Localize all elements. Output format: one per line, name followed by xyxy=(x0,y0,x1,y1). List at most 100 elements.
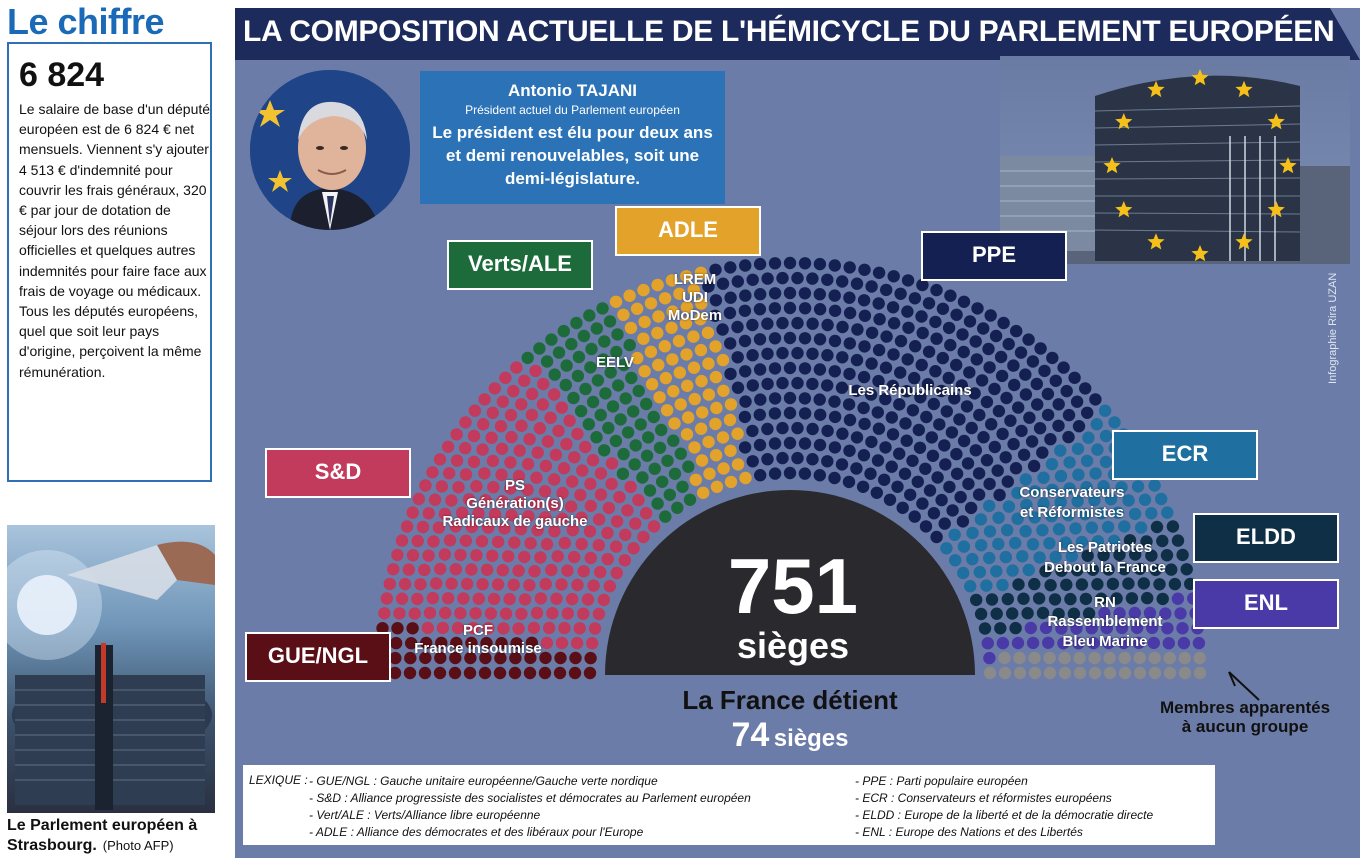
seat xyxy=(998,651,1011,665)
seat xyxy=(566,475,579,488)
seat xyxy=(571,427,584,441)
seat xyxy=(1026,636,1040,650)
seat xyxy=(575,511,588,524)
seat xyxy=(927,507,941,520)
seat xyxy=(1054,469,1068,483)
seat xyxy=(1128,606,1141,620)
seat xyxy=(902,321,915,334)
seat xyxy=(915,310,928,323)
lexique-title: LEXIQUE : xyxy=(249,773,308,787)
seat xyxy=(683,493,697,506)
seat xyxy=(703,467,716,480)
seat xyxy=(984,309,997,322)
seat xyxy=(426,591,439,605)
seat xyxy=(798,287,812,300)
seat xyxy=(671,501,684,514)
seat xyxy=(619,528,632,541)
seat xyxy=(507,578,520,591)
seat xyxy=(926,449,940,462)
seat xyxy=(515,607,528,621)
seat xyxy=(1118,666,1132,680)
seat xyxy=(1156,534,1169,548)
seat xyxy=(572,350,586,364)
seat xyxy=(1057,361,1070,374)
seat xyxy=(872,374,885,388)
seat xyxy=(969,335,982,348)
seat xyxy=(427,535,440,548)
seat xyxy=(1108,416,1121,429)
seat xyxy=(486,454,500,468)
seat xyxy=(916,326,929,340)
seat xyxy=(901,305,914,318)
seat xyxy=(1147,636,1160,650)
seat xyxy=(1064,592,1077,606)
seat xyxy=(545,563,558,577)
seat xyxy=(391,622,404,635)
seat xyxy=(1038,364,1051,378)
seat xyxy=(567,391,580,405)
seat xyxy=(997,316,1010,330)
main-title: LA COMPOSITION ACTUELLE DE L'HÉMICYCLE D… xyxy=(243,15,1335,48)
seat xyxy=(439,606,452,620)
seat xyxy=(963,366,976,379)
seat xyxy=(871,406,884,419)
seat xyxy=(438,507,452,521)
seat xyxy=(643,484,657,497)
seat xyxy=(509,651,522,665)
seat xyxy=(436,621,450,635)
seat xyxy=(609,295,623,308)
seat xyxy=(462,493,476,506)
seat xyxy=(478,467,491,480)
seat xyxy=(1103,666,1117,680)
seat xyxy=(1193,651,1206,665)
seat xyxy=(776,316,789,330)
seat xyxy=(1045,510,1058,523)
seat xyxy=(972,488,986,501)
seat xyxy=(985,418,998,431)
seat xyxy=(518,593,532,606)
seat xyxy=(665,321,678,334)
seat xyxy=(956,328,969,341)
seat xyxy=(943,480,956,494)
seat xyxy=(990,607,1003,620)
seat xyxy=(1052,419,1065,432)
seat xyxy=(857,449,871,462)
seat xyxy=(761,453,774,466)
seat xyxy=(913,441,927,454)
eu-star-icon xyxy=(1147,80,1165,98)
seat xyxy=(680,301,694,314)
seat xyxy=(1072,637,1085,650)
seat xyxy=(813,333,827,346)
seat xyxy=(694,313,707,326)
seat xyxy=(753,333,767,346)
seat xyxy=(1085,521,1098,534)
seat xyxy=(996,427,1009,441)
seat xyxy=(1101,520,1115,534)
seat xyxy=(556,486,569,500)
seat xyxy=(598,444,611,457)
seat xyxy=(1022,563,1035,577)
seat xyxy=(739,471,752,485)
seat xyxy=(388,666,402,680)
seat xyxy=(1070,622,1083,635)
seat xyxy=(627,542,640,555)
seat xyxy=(970,353,983,366)
seat xyxy=(1115,481,1128,494)
seat xyxy=(445,494,458,507)
group-label-sd: S&D xyxy=(265,448,411,498)
seat xyxy=(613,490,626,504)
seat xyxy=(1163,666,1177,680)
seat xyxy=(850,431,864,444)
seat xyxy=(467,621,480,635)
seat xyxy=(1113,607,1126,620)
seat xyxy=(1162,637,1175,650)
seat xyxy=(1168,577,1182,591)
seat xyxy=(806,453,819,466)
seat xyxy=(695,297,708,310)
seat xyxy=(510,637,523,650)
seat xyxy=(950,467,964,480)
seat xyxy=(983,651,996,665)
seat xyxy=(525,636,538,649)
seat xyxy=(1141,591,1154,605)
seat xyxy=(601,526,614,540)
